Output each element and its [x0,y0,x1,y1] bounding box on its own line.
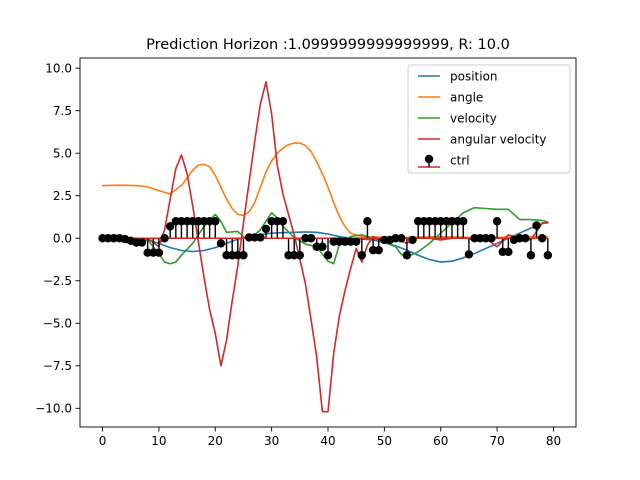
legend-label: angular velocity [450,133,547,147]
x-tick-label: 50 [377,434,392,448]
y-tick-label: −2.5 [43,274,72,288]
ctrl-marker [526,251,536,260]
ctrl-marker [323,251,333,260]
ctrl-marker [165,222,175,231]
ctrl-marker [504,247,513,257]
legend: position angle velocity angular velocity ctr… [407,64,571,174]
y-tick-label: 0.0 [53,232,72,246]
ctrl-marker [261,224,271,234]
ctrl-marker [278,217,288,226]
ctrl-marker [492,217,502,226]
plot-content [98,81,553,413]
ctrl-marker [464,250,474,259]
series-line-velocity [101,206,549,265]
y-tick-label: −5.0 [43,317,72,331]
plot-area [98,81,553,413]
ctrl-marker [402,251,412,260]
y-tick-label: 7.5 [53,104,72,118]
legend-swatch-ctrl-marker [424,154,434,164]
ctrl-marker [318,242,327,251]
y-tick-label: 5.0 [53,147,72,161]
ctrl-marker [532,221,541,230]
ctrl-marker [374,245,383,255]
x-tick-label: 0 [99,434,107,448]
y-tick-label: 2.5 [53,189,72,203]
ctrl-marker [363,217,372,226]
ctrl-marker [487,234,496,243]
ctrl-marker [543,251,553,260]
x-tick-label: 60 [433,434,448,448]
ctrl-marker [211,217,220,226]
ctrl-marker [256,233,265,242]
x-tick-label: 80 [546,434,561,448]
legend-label: angle [450,91,483,105]
ctrl-marker [154,248,164,257]
ctrl-marker [239,251,248,260]
ctrl-marker [408,235,417,245]
ctrl-markers [98,217,553,260]
y-tick-label: −7.5 [43,359,72,373]
y-tick-label: 10.0 [45,62,72,76]
x-tick-label: 40 [320,434,335,448]
ctrl-marker [521,234,530,243]
ctrl-marker [351,237,361,246]
chart-title: Prediction Horizon :1.0999999999999999, … [146,37,510,53]
legend-label: ctrl [450,154,470,168]
series-line-position [101,221,549,263]
x-tick-label: 10 [151,434,166,448]
ctrl-marker [537,234,547,243]
ctrl-marker [137,238,147,247]
ctrl-marker [306,234,316,243]
legend-label: position [450,70,498,84]
ctrl-marker [459,217,468,226]
legend-label: velocity [450,112,497,126]
x-tick-label: 30 [264,434,279,448]
x-tick-label: 20 [208,434,223,448]
legend-box [407,64,571,174]
ctrl-marker [295,251,305,260]
ctrl-marker [397,234,406,243]
ctrl-marker [160,234,169,243]
x-tick-label: 70 [489,434,504,448]
axes: 0 10 20 30 40 50 60 70 80 −10.0 −7.5 −5.0 −2.5 0.0 2.5… [35,57,577,448]
ctrl-marker [216,239,226,248]
y-tick-label: −10.0 [35,402,72,416]
ctrl-marker [357,251,367,260]
